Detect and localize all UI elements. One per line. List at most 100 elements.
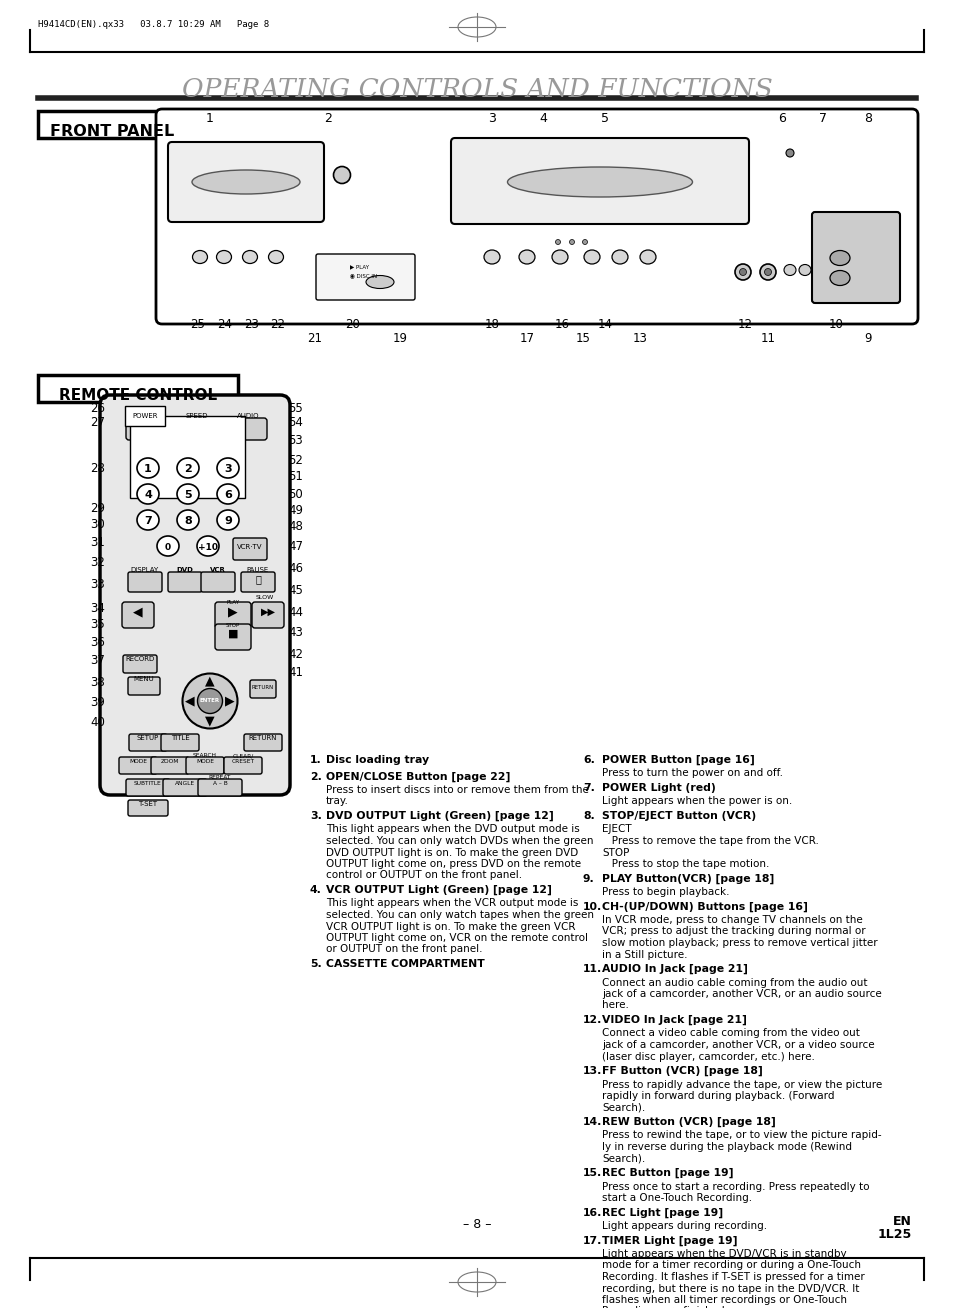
Ellipse shape: [242, 251, 257, 263]
Text: POWER: POWER: [132, 413, 157, 419]
Text: rapidly in forward during playback. (Forward: rapidly in forward during playback. (For…: [601, 1091, 834, 1101]
FancyBboxPatch shape: [156, 109, 917, 324]
Text: ▶▶: ▶▶: [260, 607, 275, 617]
Ellipse shape: [739, 268, 745, 276]
Ellipse shape: [177, 510, 199, 530]
FancyBboxPatch shape: [214, 624, 251, 650]
Text: OPEN/CLOSE Button [page 22]: OPEN/CLOSE Button [page 22]: [326, 772, 510, 782]
FancyBboxPatch shape: [126, 419, 164, 439]
Text: FF Button (VCR) [page 18]: FF Button (VCR) [page 18]: [601, 1066, 762, 1076]
FancyBboxPatch shape: [198, 780, 242, 797]
Text: ▶ PLAY: ▶ PLAY: [350, 264, 369, 269]
FancyBboxPatch shape: [126, 780, 170, 797]
Text: 16.: 16.: [582, 1207, 601, 1218]
Text: 48: 48: [288, 521, 302, 534]
Text: 45: 45: [288, 583, 302, 596]
Text: FRONT PANEL: FRONT PANEL: [50, 124, 174, 139]
Text: This light appears when the VCR output mode is: This light appears when the VCR output m…: [326, 899, 578, 909]
Text: 2.: 2.: [310, 772, 321, 781]
Bar: [130, 416, 245, 498]
Text: ANGLE: ANGLE: [174, 781, 194, 786]
Text: CLEAR/
CRESET: CLEAR/ CRESET: [232, 753, 254, 764]
FancyBboxPatch shape: [128, 800, 168, 816]
Ellipse shape: [177, 484, 199, 504]
Text: PLAY: PLAY: [226, 600, 239, 606]
FancyBboxPatch shape: [122, 602, 153, 628]
Text: STOP: STOP: [601, 848, 629, 858]
Text: start a One-Touch Recording.: start a One-Touch Recording.: [601, 1193, 751, 1203]
Text: T-SET: T-SET: [138, 800, 157, 807]
Text: SLOW: SLOW: [255, 595, 274, 600]
Text: here.: here.: [601, 1001, 628, 1011]
Text: 9: 9: [863, 332, 871, 345]
Text: 50: 50: [288, 488, 302, 501]
Text: 38: 38: [91, 675, 105, 688]
Bar: [38, 111, 186, 139]
Text: 14: 14: [597, 318, 612, 331]
Text: 9.: 9.: [582, 874, 594, 883]
Ellipse shape: [518, 250, 535, 264]
FancyBboxPatch shape: [151, 757, 189, 774]
Text: Press to begin playback.: Press to begin playback.: [601, 887, 729, 897]
Ellipse shape: [555, 239, 560, 245]
Text: 40: 40: [90, 717, 105, 730]
Text: MODE: MODE: [129, 759, 147, 764]
Ellipse shape: [268, 251, 283, 263]
Text: STOP: STOP: [226, 623, 240, 628]
Text: 53: 53: [288, 433, 302, 446]
Text: 5: 5: [184, 490, 192, 500]
Text: recording, but there is no tape in the DVD/VCR. It: recording, but there is no tape in the D…: [601, 1283, 859, 1294]
Ellipse shape: [197, 688, 222, 713]
Ellipse shape: [216, 458, 239, 477]
Text: VCR·TV: VCR·TV: [237, 544, 262, 549]
Text: REW Button (VCR) [page 18]: REW Button (VCR) [page 18]: [601, 1117, 775, 1127]
Ellipse shape: [582, 239, 587, 245]
Text: Light appears when the power is on.: Light appears when the power is on.: [601, 797, 791, 807]
Text: 42: 42: [288, 649, 303, 662]
Ellipse shape: [196, 536, 219, 556]
Text: DVD: DVD: [176, 566, 193, 573]
Text: REC Light [page 19]: REC Light [page 19]: [601, 1207, 722, 1218]
Text: PAUSE: PAUSE: [247, 566, 269, 573]
Text: 17.: 17.: [582, 1236, 601, 1245]
Text: 8.: 8.: [582, 811, 594, 821]
Text: 52: 52: [288, 454, 302, 467]
Text: AUDIO: AUDIO: [236, 413, 259, 419]
Text: mode for a timer recording or during a One-Touch: mode for a timer recording or during a O…: [601, 1261, 861, 1270]
Text: ▶: ▶: [228, 606, 237, 617]
Ellipse shape: [334, 166, 350, 183]
Ellipse shape: [216, 251, 232, 263]
Text: 49: 49: [288, 505, 303, 518]
Ellipse shape: [799, 264, 810, 276]
Text: DVD OUTPUT light is on. To make the green DVD: DVD OUTPUT light is on. To make the gree…: [326, 848, 578, 858]
Text: Recording. It flashes if T-SET is pressed for a timer: Recording. It flashes if T-SET is presse…: [601, 1271, 863, 1282]
Text: 13.: 13.: [582, 1066, 601, 1076]
FancyBboxPatch shape: [163, 780, 207, 797]
Ellipse shape: [785, 149, 793, 157]
Text: 13: 13: [632, 332, 647, 345]
Ellipse shape: [783, 264, 795, 276]
Text: CH-(UP/DOWN) Buttons [page 16]: CH-(UP/DOWN) Buttons [page 16]: [601, 901, 807, 912]
Text: ▶: ▶: [225, 695, 234, 708]
Text: ly in reverse during the playback mode (Rewind: ly in reverse during the playback mode (…: [601, 1142, 851, 1152]
Text: RECORD: RECORD: [125, 657, 154, 662]
Text: 15.: 15.: [582, 1168, 601, 1179]
Text: jack of a camcorder, another VCR, or an audio source: jack of a camcorder, another VCR, or an …: [601, 989, 881, 999]
Text: 23: 23: [244, 318, 259, 331]
Ellipse shape: [177, 458, 199, 477]
Ellipse shape: [182, 674, 237, 729]
Text: 36: 36: [90, 637, 105, 650]
Text: 28: 28: [90, 462, 105, 475]
Text: SPEED: SPEED: [186, 413, 208, 419]
Ellipse shape: [157, 536, 179, 556]
Text: Press to remove the tape from the VCR.: Press to remove the tape from the VCR.: [601, 836, 818, 846]
Text: VCR; press to adjust the tracking during normal or: VCR; press to adjust the tracking during…: [601, 926, 864, 937]
Ellipse shape: [583, 250, 599, 264]
FancyBboxPatch shape: [168, 143, 324, 222]
Text: ENTER: ENTER: [200, 697, 220, 702]
Text: 17: 17: [519, 332, 534, 345]
Text: 11.: 11.: [582, 964, 601, 974]
Text: (laser disc player, camcorder, etc.) here.: (laser disc player, camcorder, etc.) her…: [601, 1052, 814, 1062]
Text: 4: 4: [144, 490, 152, 500]
FancyBboxPatch shape: [128, 678, 160, 695]
